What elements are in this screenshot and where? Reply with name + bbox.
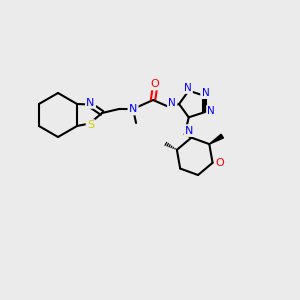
Text: N: N (202, 88, 209, 98)
Text: S: S (87, 121, 94, 130)
Text: O: O (151, 79, 159, 89)
Text: O: O (216, 158, 224, 168)
Text: N: N (168, 98, 176, 108)
Text: N: N (207, 106, 215, 116)
Text: N: N (184, 83, 192, 93)
Text: N: N (86, 98, 95, 107)
Polygon shape (209, 134, 224, 144)
Text: N: N (129, 104, 137, 114)
Text: N: N (185, 126, 194, 136)
